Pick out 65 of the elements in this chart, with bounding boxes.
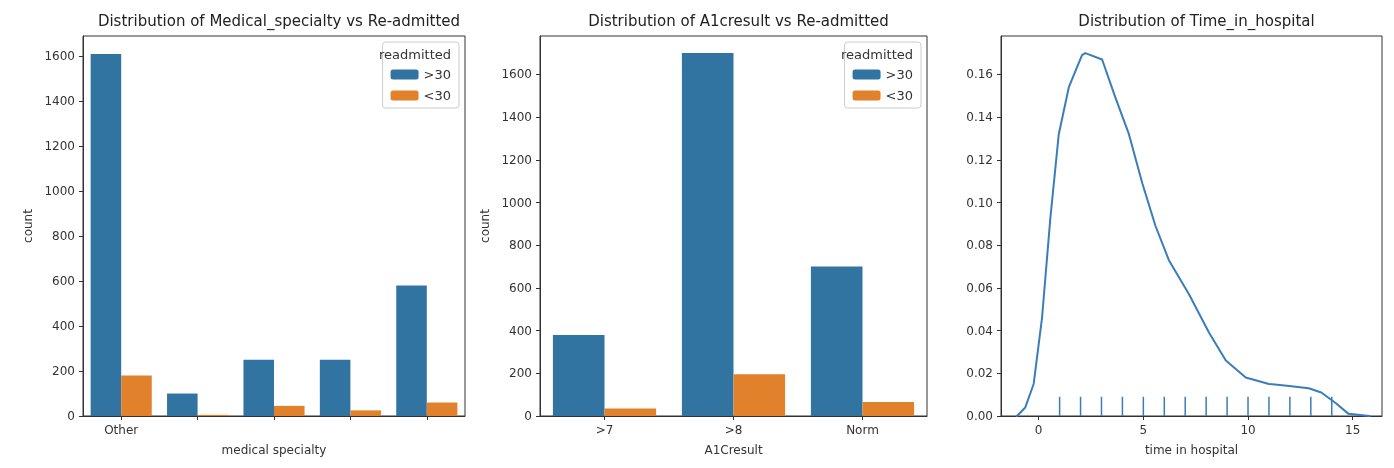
y-tick-label: 1600	[501, 67, 532, 82]
y-tick-label: 1600	[44, 49, 75, 64]
legend-title: readmitted	[379, 47, 451, 62]
y-tick-label: 400	[52, 319, 75, 334]
x-axis-title: time in hospital	[1144, 443, 1239, 457]
y-axis-title: count	[477, 208, 492, 243]
legend-label: >30	[423, 67, 451, 82]
y-tick-label: 0.04	[966, 323, 993, 338]
y-tick-label: 800	[509, 238, 532, 253]
chart-title: Distribution of Time_in_hospital	[1078, 11, 1315, 31]
bar	[243, 359, 274, 416]
bar	[319, 359, 351, 416]
y-tick-label: 0.12	[966, 152, 993, 167]
legend-title: readmitted	[841, 47, 913, 62]
chart-title: Distribution of A1cresult vs Re-admitted	[588, 11, 889, 30]
line-series	[1015, 52, 1371, 417]
x-tick-label: 0	[1034, 423, 1043, 437]
bar	[396, 285, 427, 416]
x-tick-label: >8	[724, 423, 743, 437]
x-tick-label: Norm	[846, 423, 879, 437]
chart-title: Distribution of Medical_specialty vs Re-admitted	[97, 11, 461, 31]
y-tick-label: 0.14	[966, 110, 993, 125]
bar	[274, 405, 305, 416]
bar	[681, 53, 734, 416]
bar	[733, 374, 786, 416]
y-tick-label: 0.00	[966, 409, 993, 423]
bar	[121, 375, 152, 416]
y-tick-label: 1000	[44, 184, 75, 199]
bar	[426, 402, 458, 416]
y-tick-label: 0	[524, 409, 532, 423]
x-tick-label: 15	[1345, 423, 1361, 437]
y-tick-label: 1000	[501, 195, 532, 210]
legend-label: >30	[885, 67, 913, 82]
bar	[552, 334, 605, 416]
y-tick-label: 200	[52, 364, 75, 379]
x-axis-title: A1Cresult	[704, 443, 763, 457]
legend-label: <30	[885, 88, 913, 103]
x-tick-label: >7	[595, 423, 614, 437]
y-tick-label: 0	[67, 409, 75, 423]
x-tick-label: 5	[1139, 423, 1148, 437]
y-tick-label: 0.16	[966, 67, 993, 82]
y-tick-label: 1200	[44, 139, 75, 154]
bar	[350, 410, 381, 416]
y-tick-label: 1400	[501, 110, 532, 125]
bar	[167, 393, 198, 416]
y-tick-label: 0.10	[966, 195, 993, 210]
y-tick-label: 0.06	[966, 280, 993, 295]
y-tick-label: 600	[52, 274, 75, 289]
x-tick-label: Other	[104, 423, 139, 437]
x-tick-label: 10	[1240, 423, 1256, 437]
bar	[90, 53, 122, 416]
y-tick-label: 200	[509, 366, 532, 381]
x-axis-title: medical specialty	[221, 443, 327, 457]
bar	[862, 402, 915, 416]
y-tick-label: 0.08	[966, 238, 993, 253]
y-tick-label: 1400	[44, 94, 75, 109]
y-tick-label: 0.02	[966, 366, 993, 381]
y-tick-label: 600	[509, 280, 532, 295]
y-tick-label: 400	[509, 323, 532, 338]
y-axis-title: count	[20, 208, 35, 243]
y-tick-label: 1200	[501, 152, 532, 167]
bar	[810, 266, 863, 416]
y-tick-label: 800	[52, 229, 75, 244]
bar	[604, 408, 657, 416]
legend-label: <30	[423, 88, 451, 103]
